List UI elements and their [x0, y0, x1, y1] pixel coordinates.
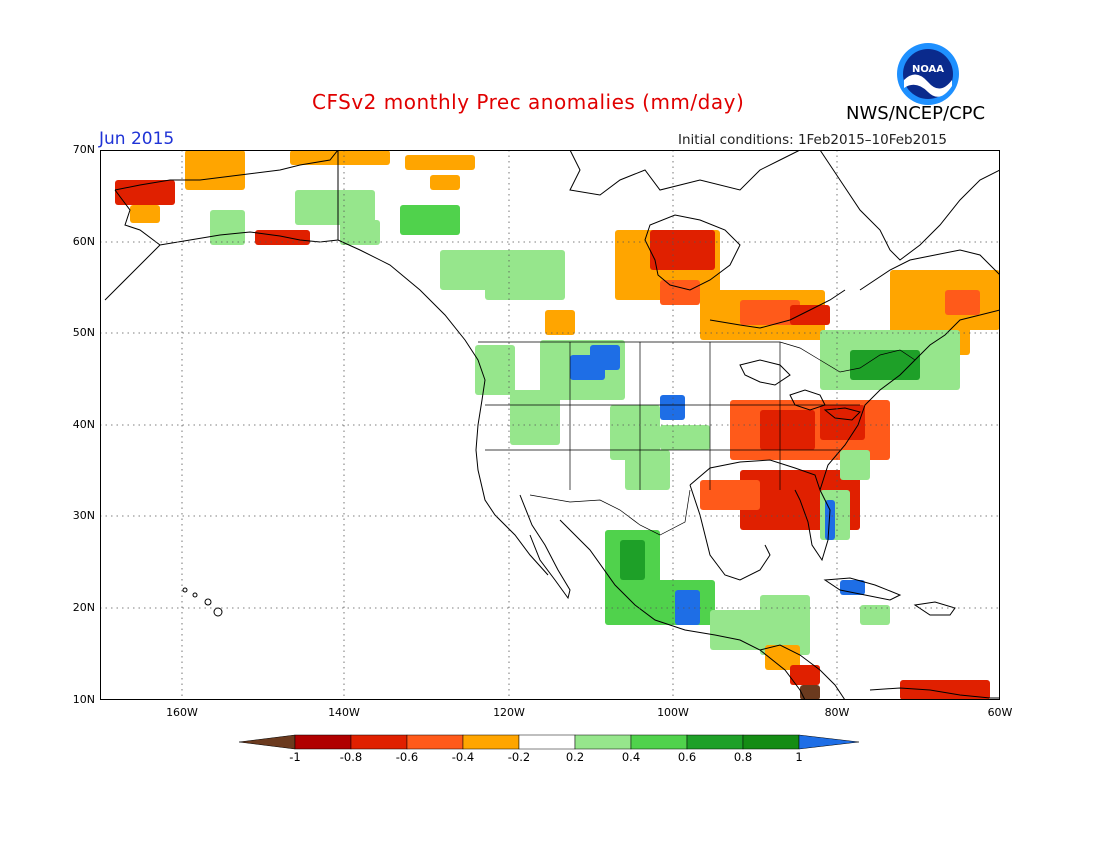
anomaly-patch — [400, 205, 460, 235]
colorbar-label: 0.6 — [677, 750, 697, 764]
anomaly-patch — [610, 405, 660, 460]
map-title: CFSv2 monthly Prec anomalies (mm/day) — [312, 90, 745, 114]
anomaly-patch — [255, 230, 310, 245]
colorbar-label: 1 — [795, 750, 803, 764]
colorbar-segment — [462, 734, 520, 750]
anomaly-patch — [790, 665, 820, 685]
lon-label: 160W — [166, 706, 198, 719]
agency-label: NWS/NCEP/CPC — [846, 103, 986, 124]
anomaly-patch — [945, 290, 980, 315]
anomaly-patch — [800, 685, 820, 700]
colorbar-label: -1 — [289, 750, 301, 764]
lat-label: 20N — [72, 601, 95, 614]
colorbar-segment — [518, 734, 576, 750]
lon-label: 100W — [657, 706, 689, 719]
anomaly-patch — [710, 610, 770, 650]
anomaly-patch — [210, 210, 245, 245]
anomaly-patch — [590, 345, 620, 370]
colorbar-min-arrow — [239, 734, 296, 750]
anomaly-patch — [675, 590, 700, 625]
anomaly-patch — [790, 305, 830, 325]
colorbar-segment — [294, 734, 352, 750]
anomaly-patch — [700, 480, 760, 510]
lat-label: 30N — [72, 509, 95, 522]
anomaly-patch — [485, 250, 565, 300]
anomaly-patch — [650, 230, 715, 270]
coastlines — [104, 150, 1000, 700]
anomaly-patch — [295, 190, 375, 225]
lon-label: 140W — [328, 706, 360, 719]
colorbar-segment — [350, 734, 408, 750]
colorbar-label: 0.2 — [565, 750, 585, 764]
noaa-logo-icon: NOAA — [897, 43, 959, 105]
graticule — [100, 150, 1000, 700]
lat-label: 70N — [72, 143, 95, 156]
political-borders — [478, 341, 916, 536]
colorbar-label: -0.8 — [339, 750, 363, 764]
anomaly-patch — [340, 220, 380, 245]
colorbar-segment — [630, 734, 688, 750]
anomaly-patch — [860, 605, 890, 625]
colorbar-segment — [686, 734, 744, 750]
colorbar-label: 0.8 — [733, 750, 753, 764]
anomaly-patch — [660, 280, 700, 305]
anomaly-patch — [900, 680, 990, 700]
anomaly-patch — [405, 155, 475, 170]
colorbar-label: -0.4 — [451, 750, 475, 764]
colorbar-label: -0.2 — [507, 750, 531, 764]
anomaly-patch — [510, 390, 560, 445]
anomaly-patch — [115, 180, 175, 205]
anomaly-patch — [760, 595, 810, 655]
anomaly-patch — [825, 500, 835, 540]
colorbar-segment — [742, 734, 800, 750]
lat-label: 40N — [72, 418, 95, 431]
forecast-month: Jun 2015 — [99, 129, 175, 149]
lon-label: 80W — [824, 706, 850, 719]
anomaly-patch — [290, 150, 390, 165]
precip-anomaly-map — [100, 150, 1000, 700]
svg-text:NOAA: NOAA — [912, 64, 944, 75]
lon-label: 60W — [987, 706, 1013, 719]
anomaly-patch — [625, 450, 670, 490]
anomaly-patch — [430, 175, 460, 190]
lat-label: 50N — [72, 326, 95, 339]
colorbar-label: 0.4 — [621, 750, 641, 764]
initial-conditions: Initial conditions: 1Feb2015–10Feb2015 — [678, 132, 947, 148]
anomaly-patch — [765, 645, 800, 670]
colorbar — [239, 734, 860, 750]
anomaly-patch — [620, 540, 645, 580]
lat-label: 10N — [72, 693, 95, 706]
anomaly-patch — [660, 425, 710, 450]
colorbar-max-arrow — [798, 734, 860, 750]
anomaly-patch — [740, 300, 800, 325]
colorbar-segment — [406, 734, 464, 750]
anomaly-field — [115, 150, 1000, 700]
lat-label: 60N — [72, 235, 95, 248]
anomaly-patch — [545, 310, 575, 335]
anomaly-patch — [660, 395, 685, 420]
anomaly-patch — [130, 205, 160, 223]
colorbar-segment — [574, 734, 632, 750]
anomaly-patch — [760, 410, 815, 450]
anomaly-patch — [840, 450, 870, 480]
anomaly-patch — [185, 150, 245, 190]
colorbar-label: -0.6 — [395, 750, 419, 764]
lon-label: 120W — [493, 706, 525, 719]
